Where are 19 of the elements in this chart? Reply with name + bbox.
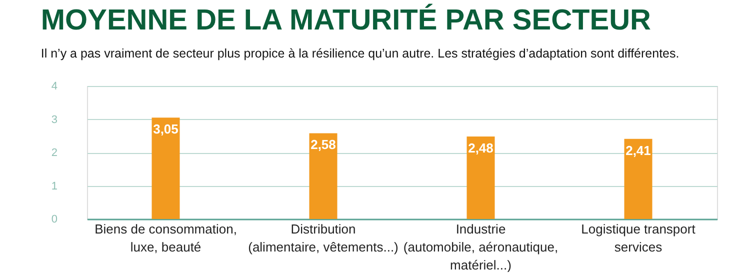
y-tick-label: 2 <box>51 147 58 159</box>
bar <box>624 138 652 219</box>
chart-title: MOYENNE DE LA MATURITÉ PAR SECTEUR <box>40 4 652 36</box>
data-label: 2,48 <box>468 140 494 156</box>
x-tick-label: Industrie (automobile, aéronautique, matériel...) <box>403 222 558 272</box>
y-tick-label: 0 <box>51 214 58 226</box>
bar <box>466 136 495 219</box>
bar <box>152 118 180 219</box>
x-tick-label: Distribution (alimentaire, vêtements...) <box>248 222 398 254</box>
x-tick-label: Logistique transport services <box>581 222 696 254</box>
y-tick-label: 3 <box>51 114 58 126</box>
y-tick-label: 1 <box>51 180 58 192</box>
data-label: 2,58 <box>310 137 336 152</box>
data-label: 2,41 <box>626 142 651 158</box>
bar <box>309 133 338 219</box>
data-label: 3,05 <box>153 122 178 137</box>
x-tick-label: Biens de consommation, luxe, beauté <box>94 222 237 254</box>
y-tick-label: 4 <box>51 80 58 92</box>
chart-subtitle: Il n’y a pas vraiment de secteur plus propice à la résilience qu’un autre. Les stratégies d’adaptation sont différentes. <box>40 46 680 60</box>
